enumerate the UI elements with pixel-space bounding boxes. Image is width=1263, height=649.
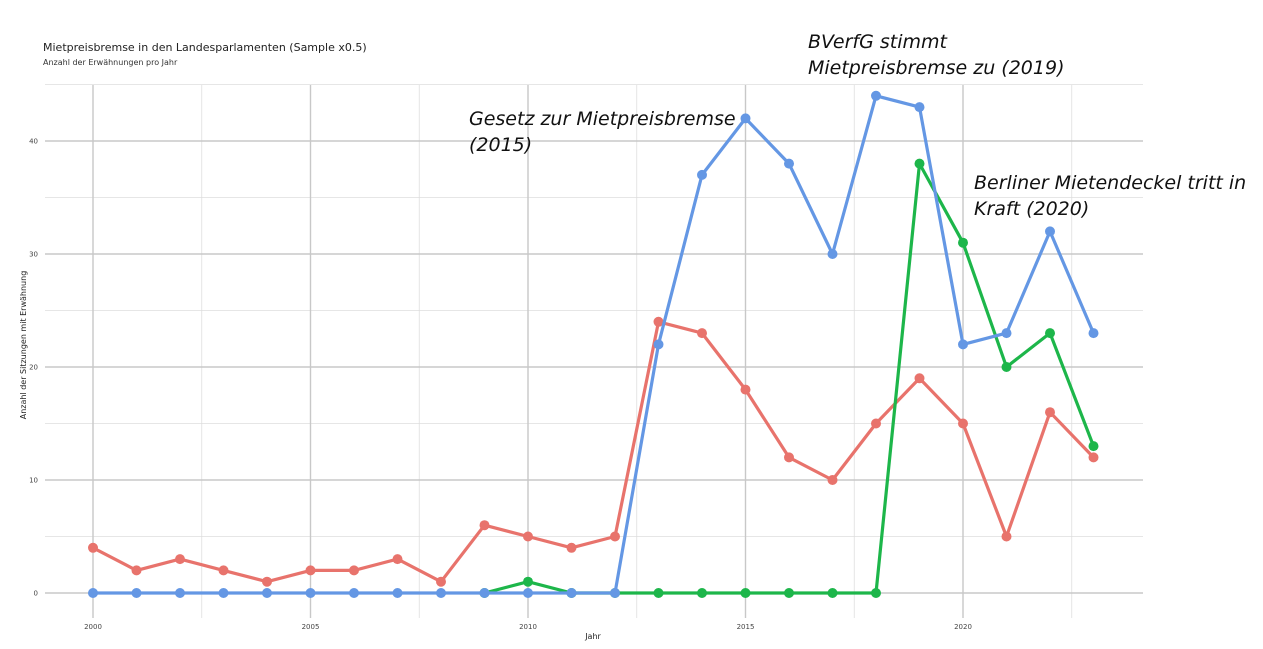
data-point [697,328,707,339]
data-point [88,542,98,553]
x-tick-label: 2015 [737,623,755,631]
data-point [218,565,229,576]
data-point [740,384,751,395]
annotation-line: (2015) [469,134,532,156]
data-point [392,588,403,598]
data-point [566,542,577,553]
data-point [262,588,272,598]
data-point [871,90,881,101]
grid [45,84,1143,618]
data-point [1001,328,1012,339]
data-point [1088,452,1099,463]
data-point [175,588,185,598]
data-point [479,520,490,531]
data-point [958,418,968,429]
data-point [392,554,403,565]
annotation: BVerfG stimmt Mietpreisbremse zu (2019) [808,31,1064,79]
data-point [523,588,533,598]
data-point [871,418,881,429]
data-point [218,588,229,598]
data-point [349,565,359,576]
data-point [1045,226,1055,237]
data-point [175,554,185,565]
y-axis-title: Anzahl der Sitzungen mit Erwähnung [19,271,28,420]
data-point [914,102,925,113]
data-point [914,373,925,384]
data-point [827,249,838,259]
chart-title: Mietpreisbremse in den Landesparlamenten… [43,41,367,54]
data-point [305,565,316,576]
data-point [479,588,490,598]
data-point [610,531,620,542]
data-point [305,588,316,598]
data-point [827,588,838,598]
data-point [871,588,881,598]
y-tick-label: 10 [29,477,38,485]
tick-labels: 0 10 20 30 40 2000 2005 2010 2015 2020 [29,138,972,632]
data-point [1001,362,1012,372]
y-tick-label: 30 [29,251,38,259]
data-point [566,588,577,598]
data-point [349,588,359,598]
x-axis-title: Jahr [584,632,601,641]
data-point [958,237,968,248]
annotation-line: Kraft (2020) [974,198,1089,220]
data-point [131,588,142,598]
chart-subtitle: Anzahl der Erwähnungen pro Jahr [43,58,178,67]
data-point [740,113,751,124]
data-point [523,576,533,587]
data-point [827,475,838,485]
data-point [653,588,664,598]
data-point [1045,407,1055,418]
data-point [958,339,968,350]
series-layer [88,90,1099,598]
data-point [697,169,707,180]
x-tick-label: 2000 [84,623,102,631]
data-point [914,158,925,169]
annotation: Gesetz zur Mietpreisbremse (2015) [469,108,736,156]
data-point [523,531,533,542]
x-tick-label: 2020 [954,623,972,631]
data-point [697,588,707,598]
annotations: Gesetz zur Mietpreisbremse (2015) BVerfG s… [469,31,1246,220]
series-2 [88,90,1099,598]
data-point [1088,328,1099,339]
data-point [610,588,620,598]
y-tick-label: 0 [34,590,38,598]
data-point [262,576,272,587]
series-line [91,94,1096,595]
data-point [1001,531,1012,542]
annotation-line: Mietpreisbremse zu (2019) [808,57,1064,79]
series-line [91,320,1096,584]
data-point [653,316,664,327]
y-tick-label: 40 [29,138,38,146]
annotation-line: BVerfG stimmt [808,31,949,53]
data-point [436,576,446,587]
data-point [436,588,446,598]
annotation-line: Berliner Mietendeckel tritt in [974,172,1246,194]
data-point [1045,328,1055,339]
data-point [784,588,794,598]
data-point [784,158,794,169]
y-tick-label: 20 [29,364,38,372]
data-point [131,565,142,576]
annotation: Berliner Mietendeckel tritt in Kraft (202… [974,172,1246,220]
annotation-line: Gesetz zur Mietpreisbremse [469,108,736,130]
data-point [1088,441,1099,452]
data-point [653,339,664,350]
series-0 [88,316,1099,587]
data-point [784,452,794,463]
x-tick-label: 2010 [519,623,537,631]
x-tick-label: 2005 [302,623,320,631]
data-point [740,588,751,598]
data-point [88,588,98,598]
